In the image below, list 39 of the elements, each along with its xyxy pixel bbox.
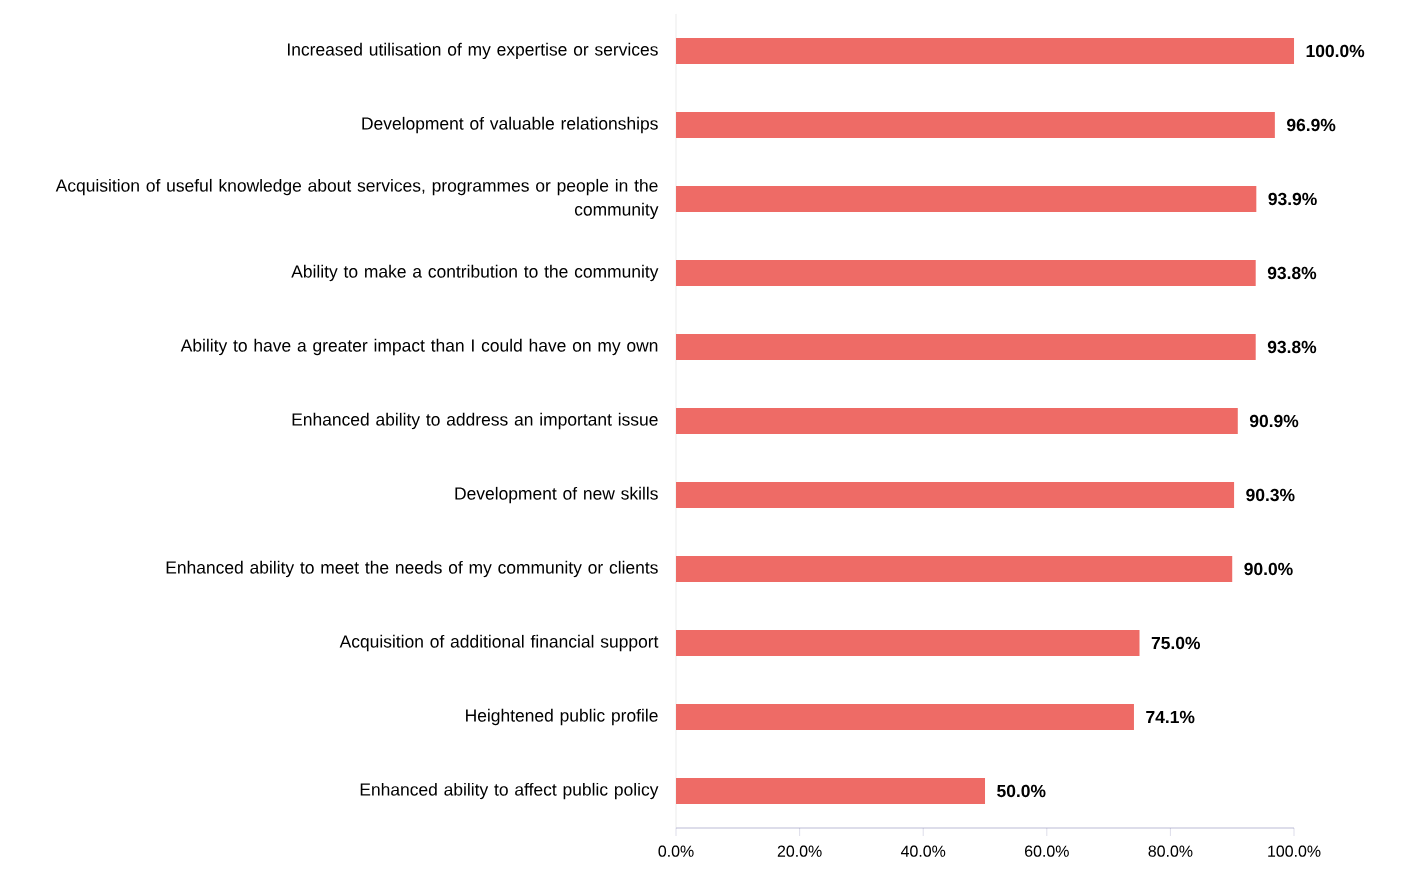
y-tick-label: Enhanced ability to address an important issue xyxy=(292,412,658,430)
y-tick-label: Development of valuable relationships xyxy=(362,116,658,134)
data-label: 75.0% xyxy=(1151,636,1201,650)
x-tick-label: 40.0% xyxy=(900,845,946,857)
x-tick-label: 60.0% xyxy=(1025,845,1069,857)
data-label: 96.9% xyxy=(1287,118,1336,132)
y-tick-label: Acquisition of useful knowledge about services, programmes or people in the community xyxy=(55,178,659,220)
y-tick-label: Heightened public profile xyxy=(466,708,658,726)
data-label: 93.8% xyxy=(1267,266,1317,280)
y-tick-label: Development of new skills xyxy=(455,486,658,504)
bar xyxy=(676,482,1235,508)
data-label: 74.1% xyxy=(1146,710,1195,724)
y-tick-label: Ability to have a greater impact than I could have on my own xyxy=(180,338,658,356)
bar xyxy=(676,556,1233,582)
x-tick-label: 100.0% xyxy=(1268,845,1321,857)
data-label: 90.0% xyxy=(1244,562,1293,576)
data-label: 90.3% xyxy=(1246,488,1295,502)
bar xyxy=(676,630,1140,657)
bar xyxy=(676,185,1257,212)
bar xyxy=(676,704,1134,731)
x-tick-label: 80.0% xyxy=(1148,845,1193,857)
y-tick-label: Enhanced ability to meet the needs of my community or clients xyxy=(166,560,658,578)
y-tick-label: Increased utilisation of my expertise or services xyxy=(288,42,658,60)
bar xyxy=(676,111,1275,138)
bar xyxy=(676,408,1238,434)
y-tick-label: Ability to make a contribution to the community xyxy=(291,264,659,282)
data-label: 50.0% xyxy=(997,784,1046,798)
y-tick-label: Acquisition of additional financial support xyxy=(339,634,659,652)
x-tick-label: 20.0% xyxy=(777,845,822,857)
y-tick-label: Enhanced ability to affect public policy xyxy=(360,782,659,800)
data-label: 90.9% xyxy=(1249,414,1299,428)
data-label: 93.8% xyxy=(1267,340,1317,354)
bar xyxy=(676,778,986,805)
bar xyxy=(676,260,1256,286)
bar xyxy=(676,37,1295,64)
bar xyxy=(676,334,1256,360)
data-label: 100.0% xyxy=(1306,44,1365,58)
data-label: 93.9% xyxy=(1268,192,1317,206)
x-tick-label: 0.0% xyxy=(658,845,694,857)
